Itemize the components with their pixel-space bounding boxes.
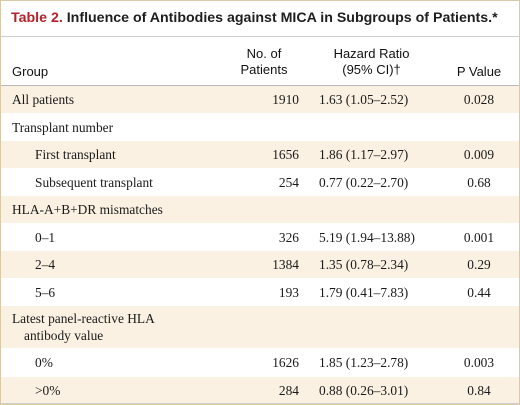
column-header-hazard-line1: Hazard Ratio (333, 46, 410, 61)
table-header: Group No. of Patients Hazard Ratio (95% … (1, 37, 519, 86)
cell-hazard-ratio: 0.77 (0.22–2.70) (319, 174, 409, 190)
column-header-hazard-ratio: Hazard Ratio (95% CI)† (319, 46, 424, 78)
cell-group: HLA-A+B+DR mismatches (12, 202, 163, 217)
cell-patients: 193 (278, 284, 299, 300)
cell-pvalue: 0.44 (467, 284, 491, 300)
table-row-hla-mismatches: HLA-A+B+DR mismatches (1, 196, 519, 224)
column-header-patients: No. of Patients (229, 46, 299, 78)
cell-hazard-ratio: 0.88 (0.26–3.01) (319, 382, 409, 398)
cell-group: Transplant number (12, 119, 114, 135)
cell-group: Subsequent transplant (35, 174, 153, 190)
cell-pvalue: 0.003 (463, 355, 495, 370)
cell-hazard-ratio: 1.86 (1.17–2.97) (319, 147, 409, 162)
table-row-mismatch-0-1: 0–1 326 5.19 (1.94–13.88) 0.001 (1, 223, 519, 251)
cell-group: 0–1 (35, 229, 56, 245)
table-row-pra-0: 0% 1626 1.85 (1.23–2.78) 0.003 (1, 349, 519, 377)
cell-hazard-ratio: 1.35 (0.78–2.34) (319, 257, 409, 272)
column-header-pvalue: P Value (456, 64, 502, 79)
cell-pvalue: 0.001 (463, 229, 495, 245)
table-row-mismatch-5-6: 5–6 193 1.79 (0.41–7.83) 0.44 (1, 278, 519, 306)
cell-hazard-ratio: 1.79 (0.41–7.83) (319, 284, 409, 300)
cell-patients: 284 (278, 382, 299, 398)
cell-pvalue: 0.84 (467, 382, 491, 398)
cell-patients: 1384 (272, 257, 299, 272)
cell-patients: 1626 (272, 355, 299, 370)
table-title-text: Influence of Antibodies against MICA in … (66, 10, 498, 26)
table-row-transplant-number: Transplant number (1, 113, 519, 141)
cell-group: All patients (12, 92, 75, 107)
cell-group: 2–4 (35, 257, 56, 272)
cell-patients: 254 (278, 174, 299, 190)
table-row-all-patients: All patients 1910 1.63 (1.05–2.52) 0.028 (1, 86, 519, 114)
table-row-subsequent-transplant: Subsequent transplant 254 0.77 (0.22–2.7… (1, 168, 519, 196)
cell-group: >0% (35, 382, 61, 398)
column-header-group: Group (12, 64, 49, 79)
cell-group: 0% (35, 355, 53, 370)
table-row-panel-reactive: Latest panel-reactive HLA antibody value (1, 306, 519, 349)
cell-pvalue: 0.009 (463, 147, 495, 162)
table-row-first-transplant: First transplant 1656 1.86 (1.17–2.97) 0… (1, 141, 519, 169)
column-header-patients-line1: No. of (246, 46, 282, 61)
table-row-pra-positive: >0% 284 0.88 (0.26–3.01) 0.84 (1, 376, 519, 404)
table-body: All patients 1910 1.63 (1.05–2.52) 0.028… (1, 86, 519, 404)
cell-group: Latest panel-reactive HLA antibody value (12, 310, 155, 344)
table-label: Table 2. (11, 10, 63, 26)
cell-pvalue: 0.028 (463, 92, 495, 107)
cell-group: 5–6 (35, 284, 56, 300)
cell-pvalue: 0.29 (467, 257, 491, 272)
column-header-patients-line2: Patients (240, 62, 288, 77)
cell-hazard-ratio: 1.85 (1.23–2.78) (319, 355, 409, 370)
table-title-bar: Table 2. Influence of Antibodies against… (1, 1, 519, 37)
cell-patients: 326 (278, 229, 299, 245)
cell-hazard-ratio: 5.19 (1.94–13.88) (319, 229, 415, 245)
cell-patients: 1656 (272, 147, 299, 162)
table-row-mismatch-2-4: 2–4 1384 1.35 (0.78–2.34) 0.29 (1, 251, 519, 279)
cell-group: First transplant (35, 147, 116, 162)
column-header-hazard-line2: (95% CI)† (342, 62, 401, 77)
cell-group-line2: antibody value (24, 328, 104, 343)
table-title: Table 2. Influence of Antibodies against… (11, 10, 498, 26)
cell-patients: 1910 (272, 92, 299, 107)
cell-hazard-ratio: 1.63 (1.05–2.52) (319, 92, 409, 107)
cell-pvalue: 0.68 (467, 174, 491, 190)
table-bottom-rule (1, 403, 519, 404)
cell-group-line1: Latest panel-reactive HLA (12, 311, 155, 326)
